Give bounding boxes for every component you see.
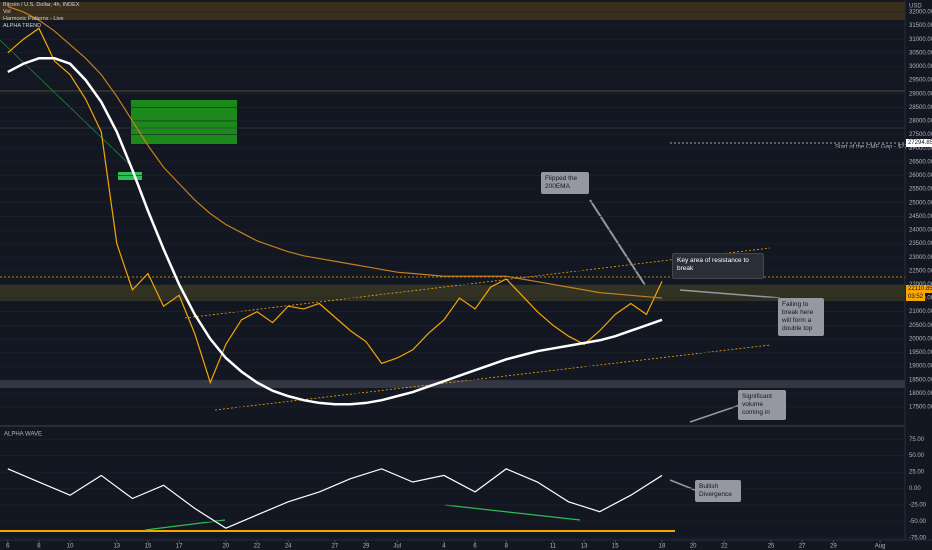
chart-title: Bitcoin / U.S. Dollar, 4h, INDEX	[3, 2, 80, 8]
y-tick-label: 27500.00	[909, 132, 932, 138]
x-tick-label: 13	[581, 544, 588, 550]
callout-arrow	[679, 289, 781, 299]
x-tick-label: 11	[550, 544, 557, 550]
resistance-zone	[0, 285, 905, 301]
x-tick-label: 15	[145, 544, 152, 550]
y-tick-label: 28000.00	[909, 119, 932, 125]
x-tick-label: 18	[659, 544, 666, 550]
divergence-line	[444, 504, 581, 521]
y-tick-label: 20000.00	[909, 336, 932, 342]
y-tick-label: 25000.00	[909, 200, 932, 206]
y-tick-label: 27000.00	[909, 146, 932, 152]
x-tick-label: 27	[332, 544, 339, 550]
annotation: Failing to break here will form a double…	[778, 298, 824, 336]
resistance-band	[0, 2, 905, 20]
y-tick-label: 28500.00	[909, 105, 932, 111]
x-tick-label: 4	[442, 544, 446, 550]
countdown: 03:52	[906, 293, 926, 301]
series-line	[7, 27, 663, 385]
y-tick-label: 31500.00	[909, 23, 932, 29]
annotation: Bullish Divergence	[695, 480, 741, 502]
callout-arrow	[689, 404, 741, 423]
supply-box	[131, 100, 237, 144]
x-tick-label: Aug	[875, 544, 886, 550]
y-tick-label: 0.00	[909, 486, 921, 492]
y-tick-label: -25.00	[909, 503, 927, 509]
support-zone	[0, 380, 905, 388]
y-tick-label: 24500.00	[909, 214, 932, 220]
x-tick-label: 20	[690, 544, 697, 550]
x-tick-label: 13	[113, 544, 120, 550]
y-tick-label: 19500.00	[909, 350, 932, 356]
cme-price: 27294.85	[906, 139, 932, 147]
x-tick-label: 6	[473, 544, 477, 550]
y-tick-label: 25500.00	[909, 187, 932, 193]
legend: Bitcoin / U.S. Dollar, 4h, INDEX Vol Har…	[3, 2, 79, 30]
y-tick-label: 17500.00	[909, 405, 932, 411]
panel-title: ALPHA WAVE	[4, 432, 42, 438]
annotation: Key area of resistance to break	[672, 253, 764, 279]
y-tick-label: 23500.00	[909, 241, 932, 247]
y-tick-label: 18000.00	[909, 391, 932, 397]
x-tick-label: 10	[67, 544, 74, 550]
y-tick-label: 25.00	[909, 470, 925, 476]
y-tick-label: -50.00	[909, 519, 927, 525]
y-tick-label: 31000.00	[909, 37, 932, 43]
last-price: 22110.85	[906, 285, 932, 293]
y-tick-label: 24000.00	[909, 228, 932, 234]
y-tick-label: 26500.00	[909, 159, 932, 165]
x-tick-label: 27	[799, 544, 806, 550]
x-tick-label: 29	[830, 544, 837, 550]
y-tick-label: 30500.00	[909, 50, 932, 56]
axis-unit: USD	[909, 4, 922, 10]
series-line	[7, 468, 663, 529]
y-tick-label: 29500.00	[909, 78, 932, 84]
annotation: Flipped the 200EMA	[541, 172, 589, 194]
x-tick-label: 17	[176, 544, 183, 550]
indicator: ALPHA TREND	[3, 23, 42, 29]
y-tick-label: 19000.00	[909, 364, 932, 370]
y-tick-label: -75.00	[909, 536, 927, 542]
x-tick-label: 22	[254, 544, 261, 550]
y-tick-label: 22500.00	[909, 268, 932, 274]
x-tick-label: 8	[505, 544, 509, 550]
pattern-line	[0, 39, 131, 166]
y-tick-label: 23000.00	[909, 255, 932, 261]
series-line	[7, 5, 663, 299]
x-tick-label: 24	[285, 544, 292, 550]
cme-text: Start of the CME Gap - $27.3k	[835, 145, 917, 151]
y-tick-label: 75.00	[909, 437, 925, 443]
y-tick-label: 30000.00	[909, 64, 932, 70]
x-tick-label: 25	[768, 544, 775, 550]
series-line	[7, 57, 663, 406]
x-tick-label: 22	[721, 544, 728, 550]
y-tick-label: 32000.00	[909, 10, 932, 16]
y-tick-label: 20500.00	[909, 323, 932, 329]
x-tick-label: 29	[363, 544, 370, 550]
indicator: Vol	[3, 9, 11, 15]
x-tick-label: 15	[612, 544, 619, 550]
y-tick-label: 26000.00	[909, 173, 932, 179]
x-tick-label: 8	[37, 544, 41, 550]
x-tick-label: 6	[6, 544, 10, 550]
x-tick-label: 20	[223, 544, 230, 550]
annotation: Significant volume coming in	[738, 390, 786, 420]
x-tick-label: Jul	[393, 544, 401, 550]
trendline	[214, 344, 771, 411]
y-tick-label: 18500.00	[909, 377, 932, 383]
signal-tag	[118, 172, 142, 180]
y-tick-label: 21000.00	[909, 309, 932, 315]
y-tick-label: 50.00	[909, 453, 925, 459]
indicator: Harmonic Patterns - Live	[3, 16, 64, 22]
y-tick-label: 29000.00	[909, 91, 932, 97]
